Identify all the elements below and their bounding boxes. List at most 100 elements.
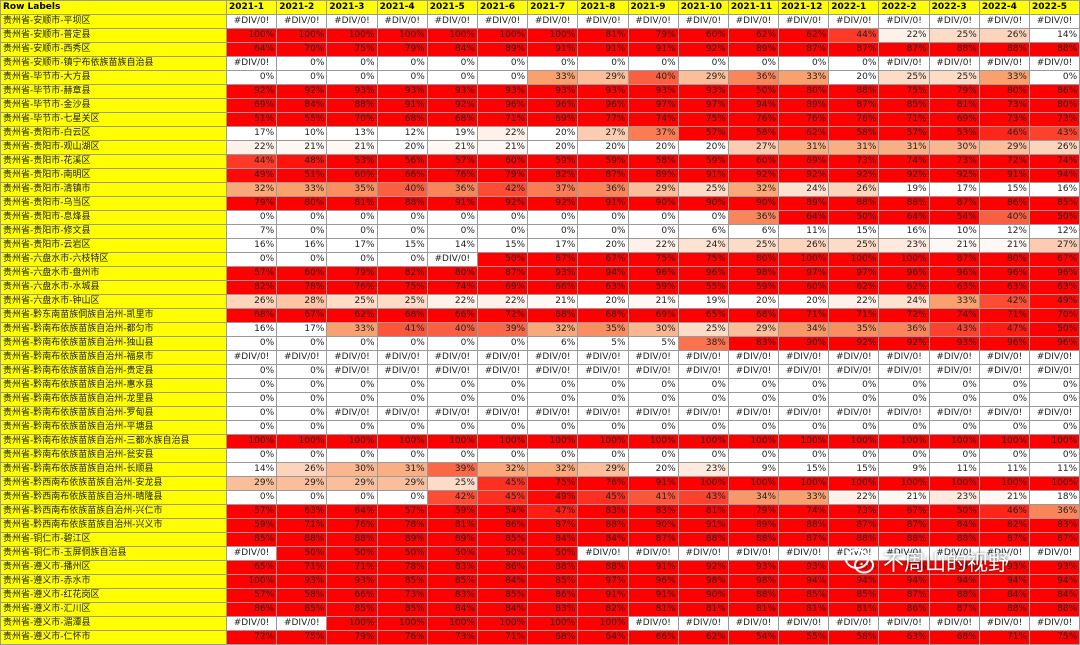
value-cell[interactable]: 0%	[476, 448, 529, 463]
value-cell[interactable]: 36%	[727, 210, 780, 225]
value-cell[interactable]: 25%	[727, 238, 780, 253]
value-cell[interactable]: 88%	[577, 560, 629, 575]
column-header[interactable]: 2022-1	[828, 0, 880, 15]
value-cell[interactable]: 76%	[326, 280, 378, 295]
value-cell[interactable]: 0%	[828, 448, 880, 463]
value-cell[interactable]: 0%	[476, 70, 529, 85]
value-cell[interactable]: #DIV/0!	[978, 56, 1031, 71]
value-cell[interactable]: 100%	[326, 434, 378, 449]
value-cell[interactable]: 29%	[677, 70, 729, 85]
value-cell[interactable]: 87%	[828, 98, 880, 113]
value-cell[interactable]: 51%	[225, 112, 278, 127]
value-cell[interactable]: 94%	[878, 574, 930, 589]
value-cell[interactable]: 74%	[778, 504, 830, 519]
value-cell[interactable]: 94%	[978, 574, 1031, 589]
value-cell[interactable]: 92%	[727, 168, 780, 183]
row-label[interactable]: 贵州省-黔西南布依族苗族自治州-兴义市	[0, 518, 227, 533]
value-cell[interactable]: 100%	[276, 434, 328, 449]
value-cell[interactable]: 0%	[727, 392, 780, 407]
value-cell[interactable]: 11%	[778, 224, 830, 239]
value-cell[interactable]: 93%	[376, 84, 428, 99]
value-cell[interactable]: 68%	[928, 630, 980, 645]
value-cell[interactable]: 23%	[677, 462, 729, 477]
value-cell[interactable]: 36%	[727, 70, 780, 85]
value-cell[interactable]: 70%	[326, 112, 378, 127]
value-cell[interactable]: 89%	[627, 168, 679, 183]
value-cell[interactable]: #DIV/0!	[778, 406, 830, 421]
row-label[interactable]: 贵州省-黔南布依族苗族自治州-平塘县	[0, 420, 227, 435]
value-cell[interactable]: 0%	[677, 392, 729, 407]
value-cell[interactable]: #DIV/0!	[778, 350, 830, 365]
value-cell[interactable]: 12%	[1028, 224, 1080, 239]
value-cell[interactable]: 100%	[727, 434, 780, 449]
value-cell[interactable]: 100%	[426, 434, 478, 449]
value-cell[interactable]: 96%	[978, 266, 1031, 281]
value-cell[interactable]: 27%	[727, 140, 780, 155]
value-cell[interactable]: 21%	[426, 140, 478, 155]
value-cell[interactable]: 11%	[928, 462, 980, 477]
column-header[interactable]: 2021-12	[778, 0, 830, 15]
value-cell[interactable]: 0%	[928, 392, 980, 407]
value-cell[interactable]: 73%	[1028, 112, 1080, 127]
value-cell[interactable]: 0%	[225, 252, 278, 267]
value-cell[interactable]: 90%	[727, 196, 780, 211]
value-cell[interactable]: 89%	[778, 98, 830, 113]
row-label[interactable]: 贵州省-遵义市-湄潭县	[0, 616, 227, 631]
column-header[interactable]: 2021-8	[577, 0, 629, 15]
value-cell[interactable]: 58%	[627, 154, 679, 169]
value-cell[interactable]: 0%	[276, 490, 328, 505]
value-cell[interactable]: 34%	[727, 490, 780, 505]
value-cell[interactable]: 87%	[928, 196, 980, 211]
value-cell[interactable]: 93%	[778, 560, 830, 575]
value-cell[interactable]: 88%	[376, 196, 428, 211]
value-cell[interactable]: 75%	[527, 476, 579, 491]
value-cell[interactable]: 84%	[426, 42, 478, 57]
value-cell[interactable]: #DIV/0!	[978, 616, 1031, 631]
value-cell[interactable]: 78%	[376, 560, 428, 575]
value-cell[interactable]: #DIV/0!	[978, 406, 1031, 421]
value-cell[interactable]: 68%	[577, 308, 629, 323]
value-cell[interactable]: 57%	[677, 126, 729, 141]
value-cell[interactable]: 16%	[225, 238, 278, 253]
value-cell[interactable]: 98%	[677, 574, 729, 589]
value-cell[interactable]: 64%	[778, 210, 830, 225]
value-cell[interactable]: 0%	[476, 336, 529, 351]
value-cell[interactable]: 100%	[577, 434, 629, 449]
value-cell[interactable]: 0%	[276, 224, 328, 239]
value-cell[interactable]: 34%	[778, 322, 830, 337]
value-cell[interactable]: 19%	[677, 294, 729, 309]
value-cell[interactable]: 32%	[527, 462, 579, 477]
value-cell[interactable]: 12%	[376, 126, 428, 141]
value-cell[interactable]: #DIV/0!	[577, 364, 629, 379]
row-labels-header[interactable]: Row Labels	[0, 0, 227, 15]
value-cell[interactable]: 100%	[627, 434, 679, 449]
value-cell[interactable]: 57%	[225, 588, 278, 603]
value-cell[interactable]: 37%	[527, 182, 579, 197]
value-cell[interactable]: 0%	[326, 224, 378, 239]
value-cell[interactable]: 75%	[276, 630, 328, 645]
value-cell[interactable]: 42%	[426, 490, 478, 505]
value-cell[interactable]: #DIV/0!	[476, 406, 529, 421]
value-cell[interactable]: 0%	[928, 378, 980, 393]
value-cell[interactable]: 26%	[276, 462, 328, 477]
value-cell[interactable]: 50%	[426, 546, 478, 561]
value-cell[interactable]: #DIV/0!	[978, 350, 1031, 365]
value-cell[interactable]: 100%	[677, 476, 729, 491]
value-cell[interactable]: #DIV/0!	[677, 14, 729, 29]
value-cell[interactable]: 93%	[878, 560, 930, 575]
value-cell[interactable]: 53%	[928, 126, 980, 141]
value-cell[interactable]: #DIV/0!	[577, 350, 629, 365]
value-cell[interactable]: 33%	[326, 322, 378, 337]
value-cell[interactable]: 0%	[225, 364, 278, 379]
value-cell[interactable]: 71%	[326, 560, 378, 575]
value-cell[interactable]: 41%	[627, 490, 679, 505]
value-cell[interactable]: 62%	[828, 280, 880, 295]
value-cell[interactable]: 64%	[878, 210, 930, 225]
value-cell[interactable]: 73%	[376, 588, 428, 603]
value-cell[interactable]: 93%	[828, 560, 880, 575]
value-cell[interactable]: 71%	[828, 308, 880, 323]
value-cell[interactable]: #DIV/0!	[426, 350, 478, 365]
value-cell[interactable]: 40%	[627, 70, 679, 85]
value-cell[interactable]: 73%	[426, 630, 478, 645]
value-cell[interactable]: 84%	[276, 98, 328, 113]
